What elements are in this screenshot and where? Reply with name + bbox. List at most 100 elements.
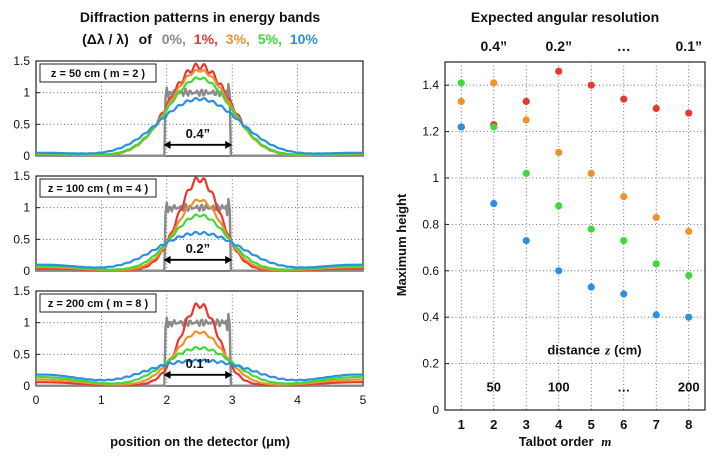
panel-label-box <box>39 293 157 313</box>
title-of: of <box>139 31 153 47</box>
x-tick-label: 8 <box>685 417 692 432</box>
curve-1pct <box>36 302 363 387</box>
y-tick-label: 1 <box>23 316 30 330</box>
top-resolution-label: 0.1” <box>676 38 702 54</box>
point-1pct-m7 <box>652 104 660 112</box>
x-tick-label: 4 <box>294 393 301 407</box>
right-xlabel-prefix: Talbot order <box>519 434 594 449</box>
y-tick-label: 0.4 <box>422 310 439 324</box>
panel-frame <box>35 60 364 157</box>
right-xlabel: Talbot order m <box>519 434 612 449</box>
arrow-head-left <box>163 140 171 149</box>
x-tick-label: 0 <box>33 393 40 407</box>
diffraction-panel-3: 0 0.5 1 1.5 z = 200 cm ( m = 8 ) 0.1” 0 1 2 3 4 5 <box>13 284 366 407</box>
right-title: Expected angular resolution <box>471 9 659 25</box>
y-tick-label: 0 <box>23 149 30 163</box>
y-tick-label: 0.5 <box>13 232 30 246</box>
point-1pct-m5 <box>587 81 595 89</box>
y-tick-label: 0.6 <box>422 264 439 278</box>
x-tick-label: 1 <box>458 417 465 432</box>
right-ylabel: Maximum height <box>394 193 409 296</box>
y-tick-label: 1 <box>23 201 30 215</box>
curve-10pct <box>36 230 363 269</box>
y-tick-label: 1.5 <box>13 169 30 183</box>
point-3pct-m2 <box>490 79 498 87</box>
x-tick-label: 6 <box>620 417 627 432</box>
point-10pct-m5 <box>587 283 595 291</box>
panel-label-box <box>39 178 157 198</box>
resolution-annotation: 0.1” <box>186 356 211 371</box>
distance-label-var: z <box>604 342 611 357</box>
x-tick-label: 1 <box>98 393 105 407</box>
y-tick-label: 1 <box>23 86 30 100</box>
point-10pct-m1 <box>457 123 465 131</box>
distance-label-unit: (cm) <box>614 342 641 357</box>
scatter-frame <box>444 61 706 411</box>
curve-10pct <box>35 358 364 382</box>
point-1pct-m4 <box>555 67 563 75</box>
y-tick-label: 0 <box>23 264 30 278</box>
point-10pct-m4 <box>555 267 563 275</box>
panel-label: z = 200 cm ( m = 8 ) <box>48 298 149 310</box>
x-tick-label: 3 <box>229 393 236 407</box>
point-5pct-m6 <box>620 237 628 245</box>
point-5pct-m1 <box>457 79 465 87</box>
x-tick-label: 2 <box>163 393 170 407</box>
x-tick-label: 2 <box>490 417 497 432</box>
curve-10pct <box>35 96 363 155</box>
panel-label: z = 50 cm ( m = 2 ) <box>51 68 145 80</box>
panel-frame <box>35 175 364 272</box>
distance-value-label: 200 <box>678 379 700 394</box>
point-10pct-m6 <box>620 290 628 298</box>
y-tick-label: 1.2 <box>422 125 439 139</box>
point-5pct-m8 <box>685 271 693 280</box>
point-5pct-m3 <box>522 169 530 177</box>
y-tick-label: 0.5 <box>13 117 30 131</box>
distance-value-label: 50 <box>487 379 501 394</box>
top-resolution-label: 0.2” <box>546 38 572 54</box>
point-3pct-m7 <box>652 213 660 222</box>
point-3pct-m1 <box>457 97 465 106</box>
curve-5pct <box>36 213 363 271</box>
title-prefix: (Δλ / λ) <box>82 31 129 47</box>
arrow-head-right <box>225 370 233 379</box>
y-tick-label: 1 <box>432 171 439 185</box>
point-3pct-m6 <box>620 192 628 201</box>
point-1pct-m3 <box>522 97 530 106</box>
point-5pct-m4 <box>555 202 563 210</box>
point-5pct-m7 <box>652 260 660 268</box>
top-resolution-label: … <box>617 38 631 54</box>
point-10pct-m7 <box>652 311 660 319</box>
point-10pct-m2 <box>490 199 498 208</box>
left-title-line1: Diffraction patterns in energy bands <box>80 9 321 25</box>
x-tick-label: 5 <box>588 417 595 432</box>
left-xlabel: position on the detector (μm) <box>110 434 290 449</box>
band-label-10: 10% <box>290 31 319 47</box>
left-panels: 0 0.5 1 1.5 z = 50 cm ( m = 2 ) 0.4” 0 0.5 1 1.5 z… <box>13 54 366 407</box>
curve-5pct <box>36 76 363 156</box>
resolution-annotation: 0.4” <box>186 126 211 141</box>
point-5pct-m2 <box>490 123 498 131</box>
point-5pct-m5 <box>587 225 595 233</box>
panel-label: z = 100 cm ( m = 4 ) <box>48 183 149 195</box>
resolution-annotation: 0.2” <box>186 241 211 256</box>
point-10pct-m8 <box>685 313 693 321</box>
top-resolution-label: 0.4” <box>481 38 507 54</box>
arrow-head-left <box>163 370 171 379</box>
band-label-3: 3%, <box>226 31 250 47</box>
distance-label-prefix: distance <box>547 342 600 357</box>
distance-label: distance z (cm) <box>547 342 641 357</box>
band-label-1: 1%, <box>194 31 218 47</box>
arrow-head-right <box>225 140 233 149</box>
curve-0pct <box>36 312 363 387</box>
curve-3pct <box>36 330 363 386</box>
point-3pct-m3 <box>522 116 530 124</box>
point-3pct-m4 <box>555 148 563 157</box>
y-tick-label: 1.5 <box>13 54 30 68</box>
diffraction-panel-1: 0 0.5 1 1.5 z = 50 cm ( m = 2 ) 0.4” <box>13 54 364 163</box>
arrow-head-right <box>225 255 233 264</box>
y-tick-label: 0 <box>23 379 30 393</box>
panel-frame <box>35 290 364 387</box>
point-3pct-m8 <box>685 227 693 235</box>
